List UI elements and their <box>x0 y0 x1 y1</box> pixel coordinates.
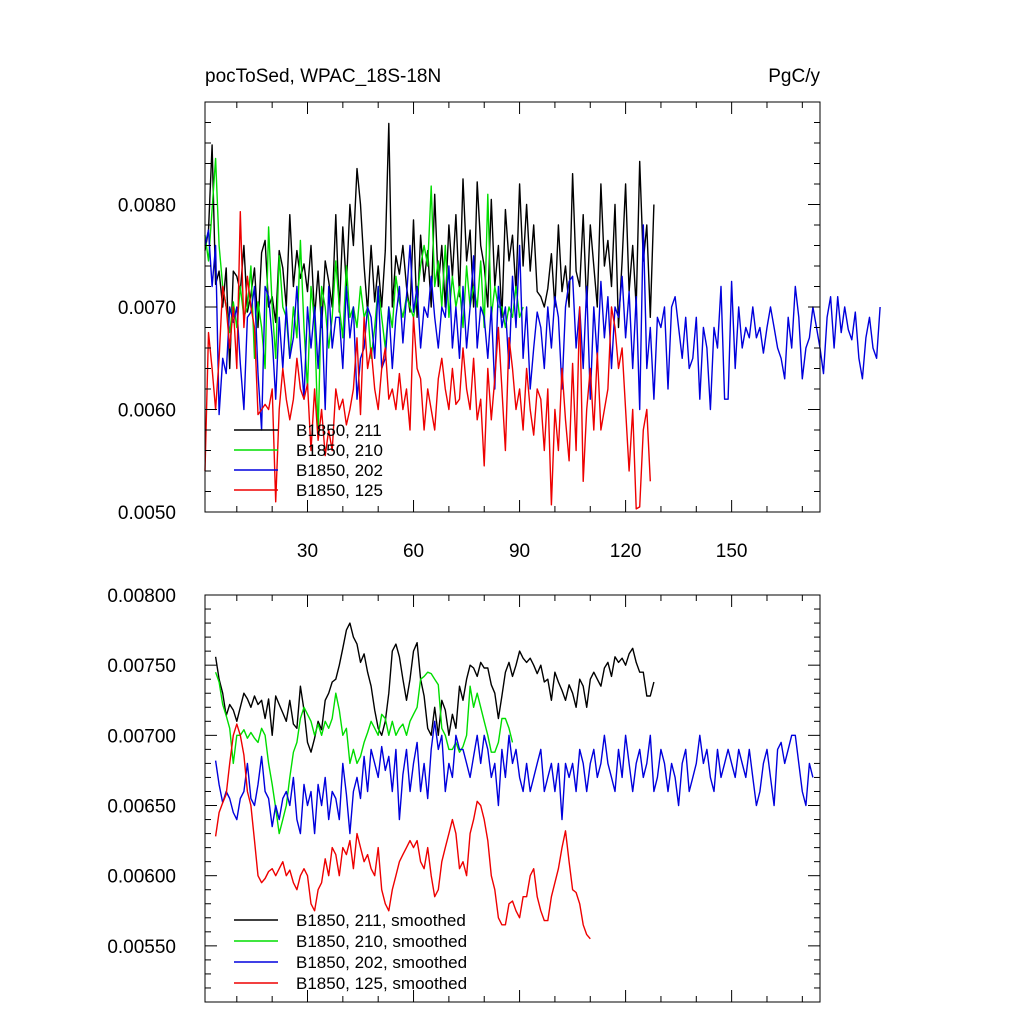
y-tick-label: 0.00600 <box>107 867 176 888</box>
y-tick-label: 0.00550 <box>107 937 176 958</box>
y-tick-label: 0.00700 <box>107 726 176 747</box>
y-tick-label: 0.00800 <box>107 586 176 607</box>
y-tick-label: 0.00650 <box>107 797 176 818</box>
y-tick-label: 0.0060 <box>118 401 176 422</box>
top-series-layer <box>204 122 881 510</box>
x-tick-label: 150 <box>716 541 748 562</box>
y-tick-label: 0.0080 <box>118 196 176 217</box>
top-title: pocToSed, WPAC_18S-18N <box>205 66 441 87</box>
series-line-1 <box>214 622 655 753</box>
bottom-ticks: 0.00550 0.00600 0.00650 0.00700 0.00750 0.008… <box>107 586 820 1003</box>
legend-label-1: B1850, 211 <box>296 421 382 440</box>
bottom-panel: B1850, 211, smoothed B1850, 210, smoothed… <box>107 586 821 1003</box>
legend-label-3: B1850, 202 <box>296 461 383 480</box>
x-tick-label: 120 <box>610 541 642 562</box>
bottom-legend: B1850, 211, smoothed B1850, 210, smoothed… <box>234 911 467 993</box>
units-label: PgC/y <box>768 66 820 87</box>
series-line-4 <box>214 723 591 940</box>
y-tick-label: 0.0070 <box>118 298 176 319</box>
x-tick-label: 60 <box>403 541 424 562</box>
bottom-series-layer <box>214 622 814 940</box>
top-ticks: 30 60 90 120 150 0.0050 0.0060 0.0070 0.0080 <box>118 101 820 562</box>
y-tick-label: 0.00750 <box>107 656 176 677</box>
legend-label-4: B1850, 125 <box>296 481 383 500</box>
legend-label-1: B1850, 211, smoothed <box>296 911 466 930</box>
series-line-4 <box>204 210 651 510</box>
legend-label-4: B1850, 125, smoothed <box>296 974 467 993</box>
y-tick-label: 0.0050 <box>118 503 176 524</box>
series-line-2 <box>214 671 514 835</box>
legend-label-2: B1850, 210, smoothed <box>296 932 467 951</box>
top-panel: pocToSed, WPAC_18S-18N PgC/y B1850, 211B… <box>118 66 881 562</box>
legend-label-3: B1850, 202, smoothed <box>296 953 467 972</box>
x-tick-label: 90 <box>509 541 530 562</box>
series-line-1 <box>204 122 655 370</box>
series-line-3 <box>204 224 881 431</box>
legend-label-2: B1850, 210 <box>296 441 383 460</box>
x-tick-label: 30 <box>297 541 318 562</box>
series-line-3 <box>214 720 814 835</box>
bottom-plot-frame <box>204 594 821 1003</box>
